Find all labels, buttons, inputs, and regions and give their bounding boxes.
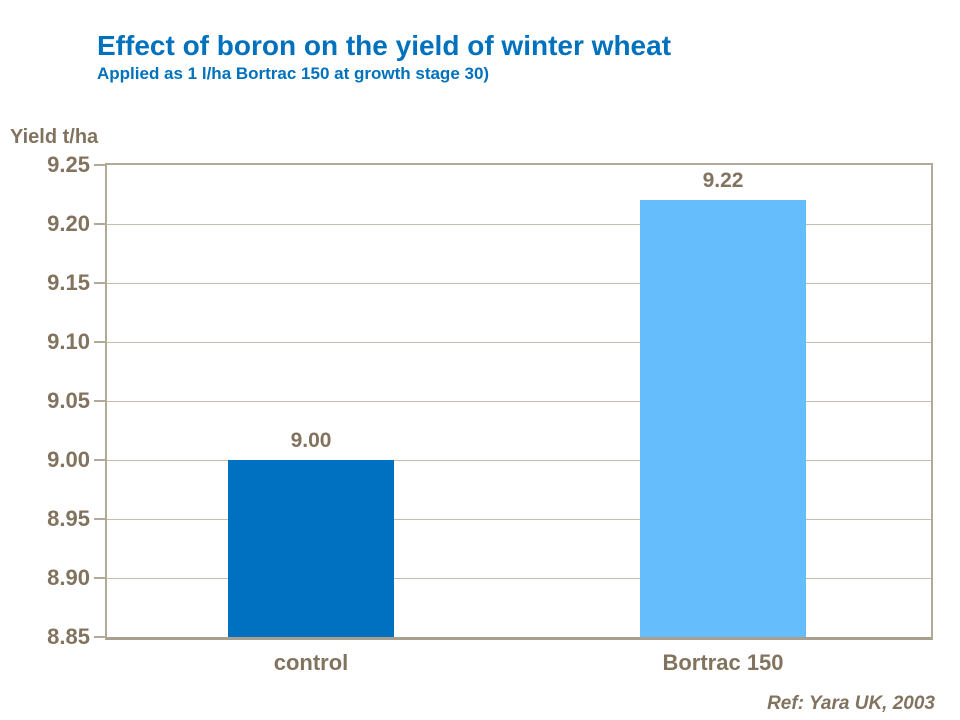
- y-tick-mark: [94, 223, 105, 225]
- x-category-label: Bortrac 150: [662, 650, 784, 675]
- y-gridline: [107, 223, 931, 225]
- y-tick-mark: [94, 459, 105, 461]
- y-gridline: [107, 518, 931, 520]
- y-tick-label: 8.90: [47, 565, 90, 590]
- x-category-label: control: [273, 650, 349, 675]
- chart-subtitle: Applied as 1 l/ha Bortrac 150 at growth …: [97, 64, 490, 83]
- y-gridline: [107, 459, 931, 461]
- y-gridline: [107, 577, 931, 579]
- plot-area: [105, 163, 933, 640]
- chart-title: Effect of boron on the yield of winter w…: [97, 30, 672, 61]
- y-tick-mark: [94, 164, 105, 166]
- bar-value-label: 9.00: [290, 429, 332, 452]
- y-tick-label: 8.95: [47, 506, 90, 531]
- y-tick-label: 9.25: [47, 152, 90, 177]
- bar-value-label: 9.22: [702, 169, 744, 193]
- y-gridline: [107, 282, 931, 284]
- y-tick-mark: [94, 282, 105, 284]
- y-tick-label: 9.20: [47, 211, 90, 236]
- y-gridline: [107, 400, 931, 402]
- y-tick-mark: [94, 636, 105, 638]
- y-axis-label: Yield t/ha: [10, 126, 99, 148]
- y-tick-mark: [94, 518, 105, 520]
- y-tick-label: 9.00: [47, 447, 90, 472]
- bar-bortrac-150: [640, 200, 806, 637]
- y-tick-mark: [94, 341, 105, 343]
- y-tick-label: 9.15: [47, 270, 90, 295]
- reference-text: Ref: Yara UK, 2003: [767, 693, 935, 714]
- y-tick-mark: [94, 577, 105, 579]
- y-tick-mark: [94, 400, 105, 402]
- y-gridline: [107, 341, 931, 343]
- y-tick-label: 9.10: [47, 329, 90, 354]
- bar-control: [228, 460, 394, 637]
- y-tick-label: 8.85: [47, 624, 90, 649]
- y-tick-label: 9.05: [47, 388, 90, 413]
